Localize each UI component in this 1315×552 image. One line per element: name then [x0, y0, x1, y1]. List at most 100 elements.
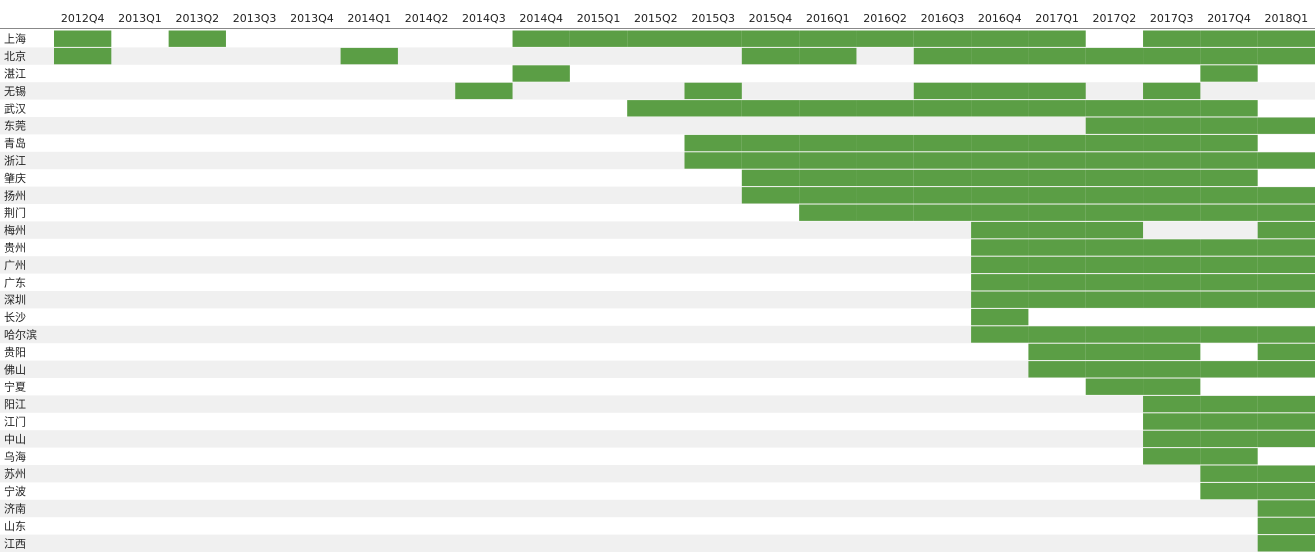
- cell: [169, 448, 226, 464]
- cell: [971, 500, 1028, 516]
- cell: [627, 48, 684, 64]
- cell: [741, 169, 800, 187]
- row-label: 苏州: [4, 468, 26, 481]
- cell: [742, 448, 799, 464]
- cell: [913, 152, 972, 169]
- cell: [971, 326, 1029, 343]
- cell: [226, 344, 283, 360]
- cell: [1086, 83, 1143, 99]
- cell: [341, 448, 398, 464]
- cell: [856, 309, 913, 325]
- cell: [1200, 187, 1258, 204]
- cell: [742, 466, 799, 482]
- cell: [283, 31, 340, 47]
- cell: [1143, 169, 1201, 187]
- cell: [169, 187, 226, 203]
- cell: [111, 239, 168, 255]
- cell: [1085, 100, 1144, 117]
- cell: [1200, 204, 1258, 221]
- cell: [799, 466, 856, 482]
- cell: [513, 118, 570, 134]
- cell: [1200, 134, 1258, 152]
- cell: [1086, 65, 1143, 81]
- cell: [398, 413, 455, 429]
- cell: [799, 344, 856, 360]
- cell: [111, 292, 168, 308]
- cell: [1143, 239, 1201, 256]
- cell: [1028, 274, 1086, 291]
- cell: [913, 100, 972, 117]
- cell: [799, 222, 856, 238]
- cell: [742, 344, 799, 360]
- row-label: 深圳: [4, 294, 26, 307]
- cell: [455, 413, 512, 429]
- cell: [1200, 83, 1257, 99]
- cell: [455, 448, 512, 464]
- cell: [54, 518, 111, 534]
- cell: [169, 344, 226, 360]
- cell: [226, 187, 283, 203]
- cell: [570, 344, 627, 360]
- cell: [1143, 30, 1201, 47]
- cell: [398, 431, 455, 447]
- cell: [513, 500, 570, 516]
- cell: [570, 135, 627, 151]
- cell: [54, 535, 111, 551]
- cell: [1257, 361, 1315, 378]
- cell: [570, 205, 627, 221]
- row-label: 宁波: [4, 484, 26, 498]
- cell: [799, 483, 856, 499]
- cell: [799, 535, 856, 551]
- row-label: 乌海: [4, 449, 26, 463]
- cell: [971, 291, 1029, 308]
- cell: [398, 170, 455, 186]
- cell: [627, 205, 684, 221]
- cell: [1200, 309, 1257, 325]
- cell: [1200, 169, 1258, 187]
- cell: [1200, 65, 1258, 82]
- cell: [856, 431, 913, 447]
- cell: [169, 309, 226, 325]
- cell: [627, 100, 685, 117]
- cell: [283, 448, 340, 464]
- cell: [54, 65, 111, 81]
- cell: [627, 466, 684, 482]
- cell: [570, 309, 627, 325]
- cell: [169, 396, 226, 412]
- cell: [799, 47, 857, 65]
- cell: [1200, 117, 1258, 134]
- cell: [685, 379, 742, 395]
- cell: [455, 309, 512, 325]
- cell: [1085, 152, 1144, 169]
- cell: [742, 309, 799, 325]
- cell: [742, 292, 799, 308]
- cell: [54, 274, 111, 290]
- cell: [971, 221, 1029, 239]
- cell: [226, 222, 283, 238]
- cell: [741, 30, 800, 47]
- cell: [971, 308, 1029, 326]
- cell: [685, 170, 742, 186]
- cell: [856, 100, 914, 117]
- cell: [513, 152, 570, 168]
- cell: [570, 152, 627, 168]
- cell: [1085, 361, 1144, 378]
- cell: [283, 396, 340, 412]
- cell: [398, 118, 455, 134]
- cell: [1028, 466, 1085, 482]
- cell: [283, 257, 340, 273]
- cell: [111, 222, 168, 238]
- cell: [971, 82, 1029, 100]
- cell: [1257, 482, 1315, 500]
- cell: [1143, 256, 1201, 274]
- cell: [1200, 518, 1257, 534]
- cell: [627, 413, 684, 429]
- row-label: 武汉: [4, 102, 26, 115]
- cell: [742, 483, 799, 499]
- cell: [513, 170, 570, 186]
- cell: [111, 65, 168, 81]
- cell: [914, 448, 971, 464]
- cell: [455, 396, 512, 412]
- cell: [1200, 482, 1258, 500]
